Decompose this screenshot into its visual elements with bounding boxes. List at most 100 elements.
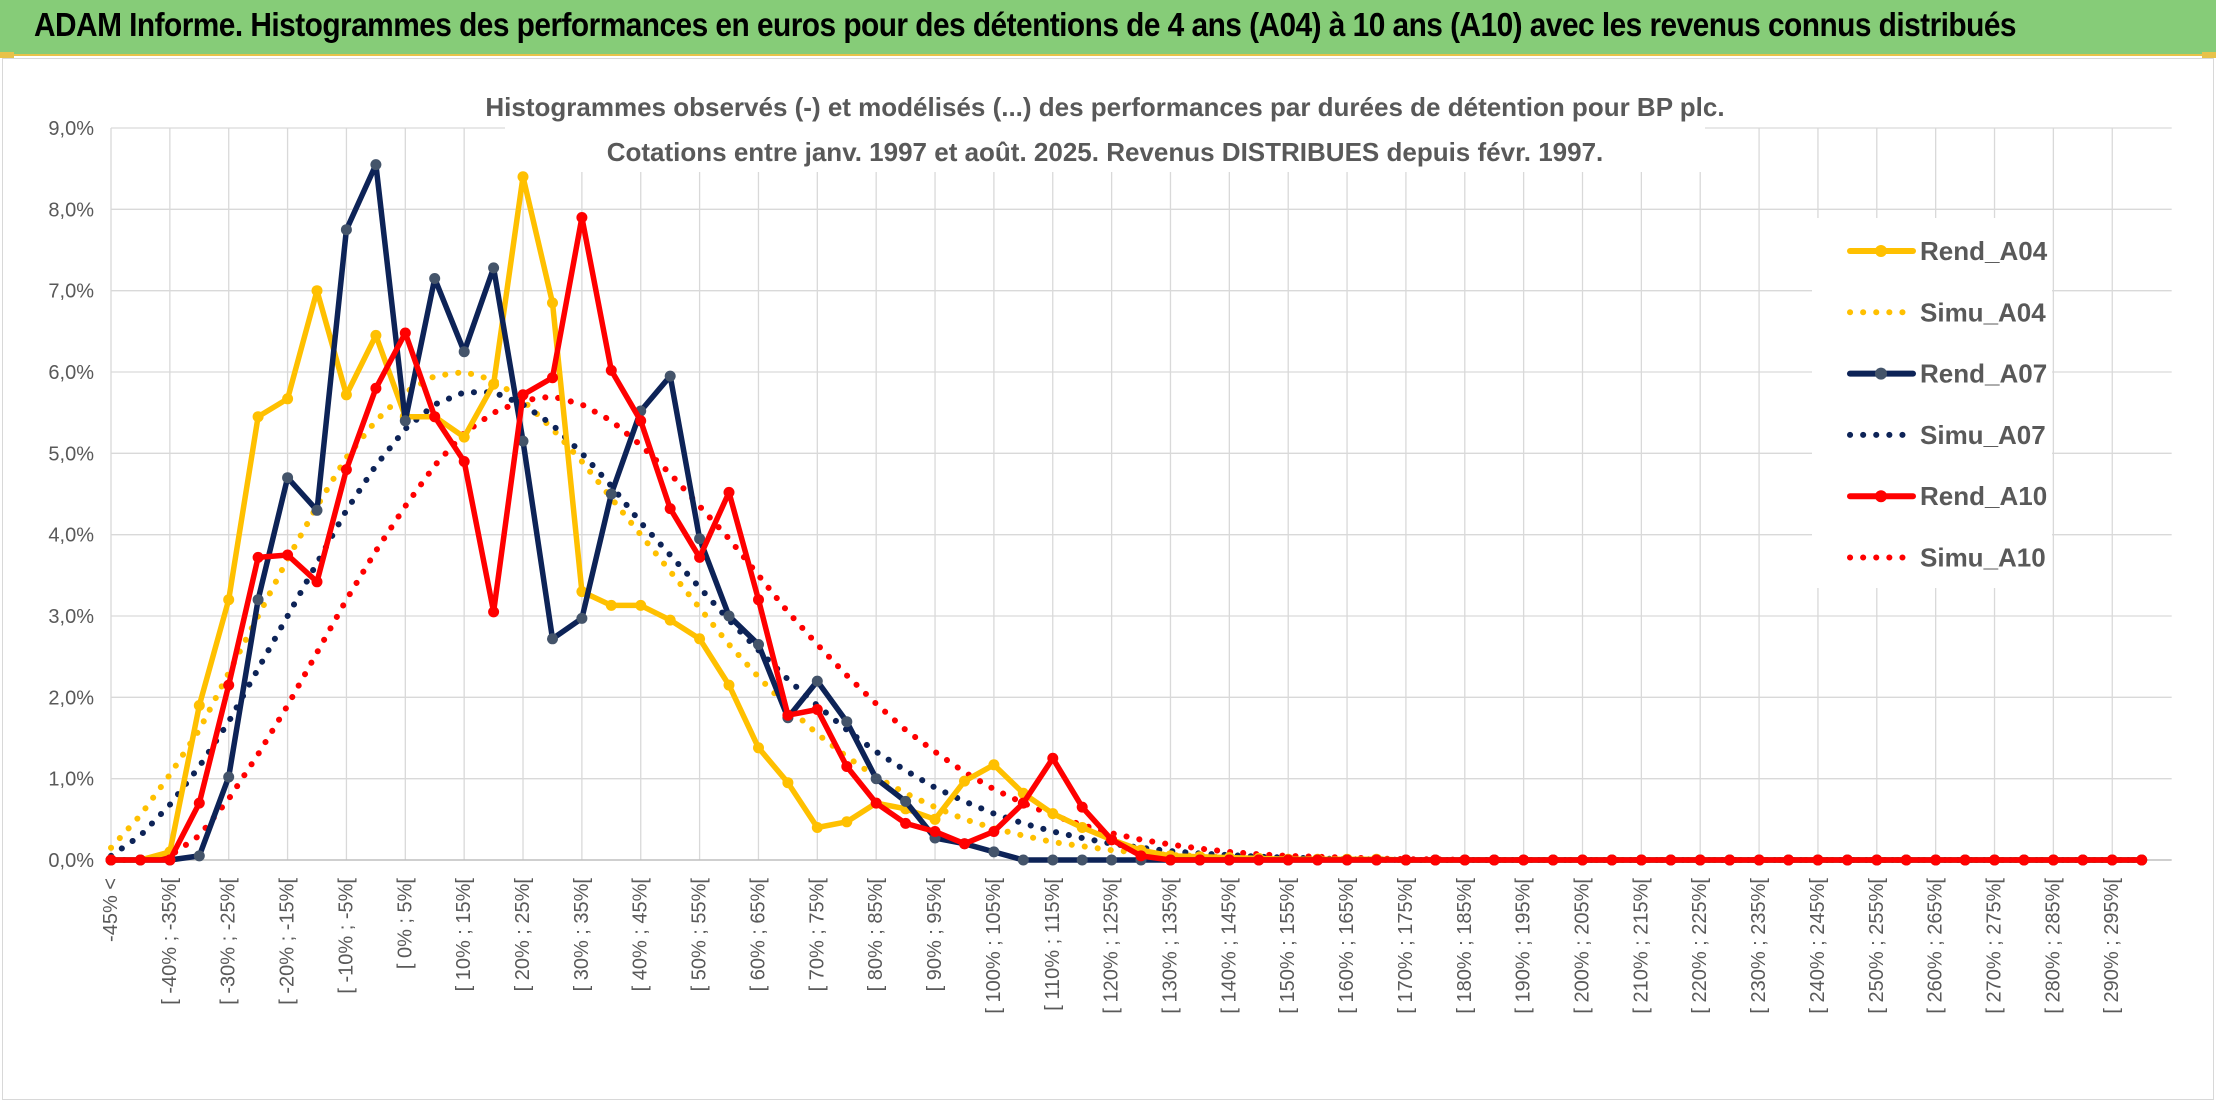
data-point-rend_a10 [782,709,794,721]
data-point-rend_a10 [2077,854,2089,866]
legend-label-rend_a04: Rend_A04 [1920,236,2048,266]
data-point-rend_a10 [1724,854,1736,866]
data-point-rend_a10 [605,364,617,376]
y-tick-label: 2,0% [48,687,94,709]
data-point-rend_a10 [1959,854,1971,866]
data-point-rend_a10 [282,549,294,561]
legend-marker-rend_a04 [1875,245,1887,257]
report-banner: ADAM Informe. Histogrammes des performan… [0,0,2216,56]
data-point-rend_a10 [1047,752,1059,764]
data-point-rend_a04 [517,171,529,183]
data-point-rend_a10 [841,761,853,772]
x-tick-label: [ 210% ; 215%[ [1630,878,1652,1014]
data-point-rend_a04 [1076,822,1088,833]
data-point-rend_a04 [252,411,264,423]
data-point-rend_a04 [694,633,706,645]
chart-frame [2,58,2214,1100]
x-tick-label: [ 270% ; 275%[ [1984,878,2006,1014]
data-point-rend_a10 [1459,854,1471,866]
x-tick-label: [ 170% ; 175%[ [1395,878,1417,1014]
data-point-rend_a07 [340,224,352,236]
x-tick-label: [ 180% ; 185%[ [1454,878,1476,1014]
data-point-rend_a10 [988,826,1000,837]
data-point-rend_a10 [1282,854,1294,866]
data-point-rend_a04 [988,759,1000,771]
data-point-rend_a10 [2106,854,2118,866]
data-point-rend_a07 [753,639,764,650]
x-tick-label: [ 150% ; 155%[ [1277,878,1299,1014]
data-point-rend_a10 [959,838,970,850]
data-point-rend_a10 [1606,854,1618,866]
data-point-rend_a10 [517,389,529,401]
data-point-rend_a04 [1047,808,1059,820]
x-tick-label: [ 0% ; 5%[ [394,878,416,970]
data-point-rend_a07 [282,472,294,484]
y-tick-label: 0,0% [48,850,94,872]
x-tick-label: [ -40% ; -35%[ [159,878,181,1005]
x-tick-label: [ 240% ; 245%[ [1807,878,1829,1014]
x-tick-label: [ 250% ; 255%[ [1866,878,1888,1014]
data-point-rend_a10 [458,456,470,467]
data-point-rend_a04 [959,775,970,787]
data-point-rend_a10 [1930,854,1942,866]
data-point-rend_a10 [399,327,411,339]
data-point-rend_a10 [1194,854,1206,866]
data-point-rend_a04 [929,813,941,825]
data-point-rend_a07 [399,415,411,427]
data-point-rend_a07 [694,533,706,545]
data-point-rend_a10 [1076,801,1088,813]
data-point-rend_a10 [1135,850,1147,862]
y-tick-label: 4,0% [48,525,94,547]
data-point-rend_a10 [1341,854,1353,866]
data-point-rend_a07 [664,370,676,382]
data-point-rend_a10 [1312,854,1324,866]
data-point-rend_a10 [1223,854,1235,866]
data-point-rend_a10 [1694,854,1706,866]
y-tick-label: 6,0% [48,362,94,384]
chart-subtitle: Cotations entre janv. 1997 et août. 2025… [607,137,1604,167]
data-point-rend_a10 [164,854,176,866]
data-point-rend_a10 [252,551,264,563]
y-tick-label: 1,0% [48,769,94,791]
data-point-rend_a04 [664,614,676,626]
x-tick-label: [ 280% ; 285%[ [2042,878,2064,1014]
chart-title: Histogrammes observés (-) et modélisés (… [485,92,1724,122]
data-point-rend_a10 [1753,854,1765,866]
y-tick-label: 7,0% [48,281,94,303]
series-line-simu_a10 [108,393,2145,863]
data-point-rend_a10 [1871,854,1883,866]
data-point-rend_a10 [223,679,235,691]
banner-corner-left [0,52,14,58]
data-point-rend_a04 [311,285,323,297]
data-point-rend_a10 [193,797,205,809]
data-point-rend_a10 [1665,854,1677,866]
data-point-rend_a07 [811,675,823,687]
data-point-rend_a10 [1429,854,1441,866]
x-tick-label: -45% < [100,878,122,942]
data-point-rend_a04 [340,389,352,401]
data-point-rend_a07 [223,771,235,783]
legend-background [1812,218,2052,588]
data-point-rend_a07 [547,633,558,645]
x-tick-label: [ 50% ; 55%[ [689,878,711,992]
data-point-rend_a10 [429,411,441,423]
data-point-rend_a04 [841,816,853,828]
x-tick-label: [ 140% ; 145%[ [1218,878,1240,1014]
data-point-rend_a10 [488,606,500,618]
x-tick-label: [ 100% ; 105%[ [983,878,1005,1014]
data-point-rend_a04 [753,742,764,754]
data-point-rend_a04 [635,599,647,611]
series-line-rend_a10 [108,214,2145,863]
data-point-rend_a10 [1547,854,1559,866]
x-tick-label: [ 120% ; 125%[ [1101,878,1123,1014]
x-tick-label: [ 30% ; 35%[ [571,878,593,992]
data-point-rend_a07 [517,435,529,447]
legend-label-simu_a07: Simu_A07 [1920,420,2046,450]
y-tick-label: 9,0% [48,118,94,140]
data-point-rend_a04 [723,679,735,691]
data-point-rend_a10 [664,503,676,515]
y-tick-label: 3,0% [48,606,94,628]
data-point-rend_a10 [134,854,146,866]
x-tick-label: [ -10% ; -5%[ [335,878,357,994]
x-tick-label: [ -30% ; -25%[ [218,878,240,1005]
